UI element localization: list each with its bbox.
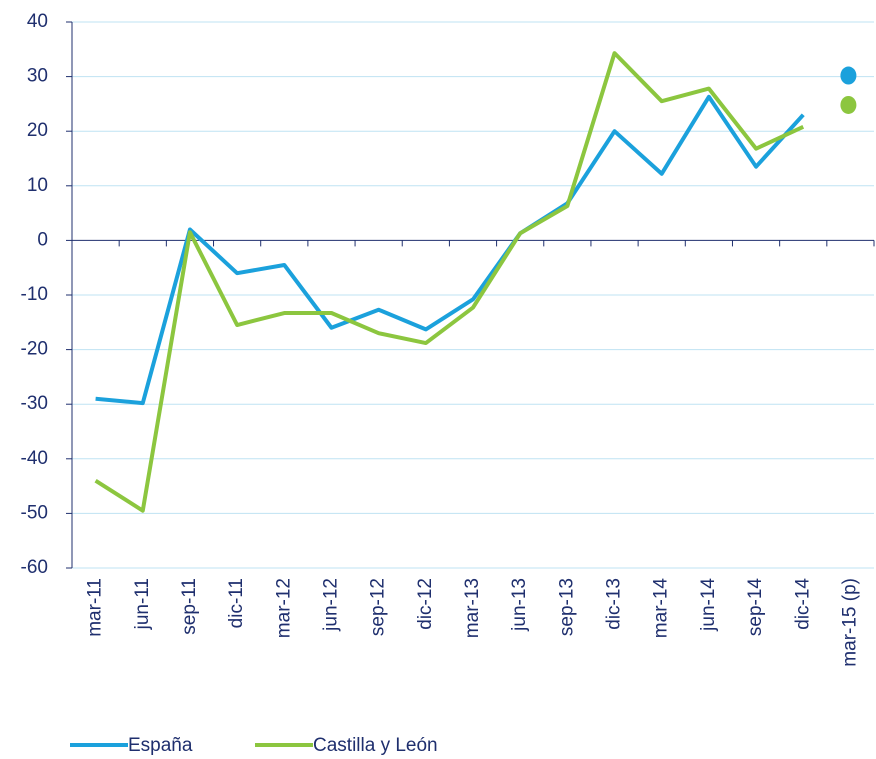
- series-line: [94, 51, 805, 513]
- x-tick-label: jun-12: [320, 578, 341, 632]
- y-tick-label: -30: [21, 393, 48, 414]
- y-tick-label: -10: [21, 284, 48, 305]
- forecast-point: [840, 95, 857, 114]
- x-tick-label: mar-15 (p): [839, 578, 860, 667]
- x-tick-label: mar-11: [85, 578, 106, 637]
- x-tick-label: dic-13: [604, 578, 625, 630]
- forecast-point: [840, 66, 857, 85]
- y-tick-label: 30: [27, 66, 48, 87]
- x-tick-label: jun-14: [698, 578, 719, 632]
- x-tick-label: dic-12: [415, 578, 436, 630]
- y-tick-label: 10: [27, 175, 48, 196]
- y-tick-label: -20: [21, 339, 48, 360]
- y-tick-label: 0: [37, 229, 48, 250]
- legend-label: Castilla y León: [313, 735, 438, 756]
- x-tick-label: mar-14: [651, 578, 672, 639]
- x-tick-label: mar-12: [273, 578, 294, 638]
- x-tick-label: mar-13: [462, 578, 483, 638]
- y-tick-label: -50: [21, 502, 48, 523]
- legend-label: España: [128, 735, 193, 756]
- series-line: [95, 94, 805, 406]
- y-tick-label: -60: [21, 557, 48, 578]
- x-tick-label: sep-12: [368, 578, 389, 636]
- x-tick-label: dic-14: [792, 578, 813, 630]
- x-tick-label: jun-11: [132, 578, 153, 630]
- x-tick-label: jun-13: [509, 578, 530, 632]
- x-tick-label: sep-11: [179, 578, 200, 635]
- x-tick-label: dic-11: [226, 578, 247, 628]
- y-tick-label: 20: [27, 120, 48, 141]
- x-tick-label: sep-13: [556, 578, 577, 636]
- y-tick-label: 40: [27, 11, 48, 32]
- x-tick-label: sep-14: [745, 578, 766, 637]
- y-tick-label: -40: [21, 448, 48, 469]
